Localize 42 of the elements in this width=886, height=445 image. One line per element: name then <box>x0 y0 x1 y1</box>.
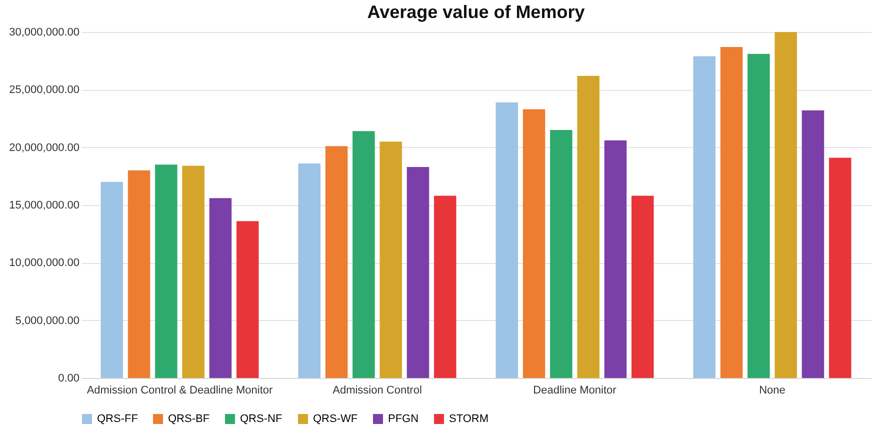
bar <box>720 46 743 378</box>
bar <box>406 166 430 378</box>
bar <box>631 196 654 378</box>
bar <box>434 196 456 378</box>
bar <box>298 163 321 378</box>
legend-label: PFGN <box>388 413 419 425</box>
bar <box>802 110 824 378</box>
y-tick-label: 5,000,000.00 <box>15 314 80 327</box>
bar <box>128 170 150 378</box>
bar <box>182 166 204 378</box>
y-tick-label: 0.00 <box>58 372 80 384</box>
y-tick-label: 15,000,000.00 <box>9 200 80 212</box>
bar <box>352 131 375 378</box>
y-tick-label: 10,000,000.00 <box>9 257 80 270</box>
bar <box>522 109 546 378</box>
x-tick-label: Admission Control <box>332 384 422 396</box>
bar <box>577 76 600 378</box>
bar <box>496 102 518 378</box>
bar <box>209 198 232 378</box>
legend-label: STORM <box>449 413 489 425</box>
y-tick-label: 30,000,000.00 <box>9 26 80 38</box>
bar <box>693 56 716 378</box>
y-tick-label: 25,000,000.00 <box>9 84 80 96</box>
bar <box>550 130 572 378</box>
bar <box>380 142 402 378</box>
bar <box>774 32 797 378</box>
x-tick-label: Deadline Monitor <box>533 384 617 396</box>
x-tick-label: None <box>759 384 786 396</box>
x-tick-label: Admission Control & Deadline Monitor <box>86 384 274 396</box>
bar <box>325 146 348 378</box>
bar <box>748 54 770 378</box>
legend-label: QRS-FF <box>97 413 138 425</box>
legend-label: QRS-NF <box>240 413 282 425</box>
bar <box>604 140 627 378</box>
bar <box>236 221 259 378</box>
legend-label: QRS-WF <box>313 413 358 425</box>
bar <box>828 158 852 378</box>
bar <box>155 164 178 378</box>
bar <box>100 182 124 378</box>
chart-title: Average value of Memory <box>367 2 585 22</box>
legend-label: QRS-BF <box>168 413 210 425</box>
y-tick-label: 20,000,000.00 <box>9 142 80 154</box>
